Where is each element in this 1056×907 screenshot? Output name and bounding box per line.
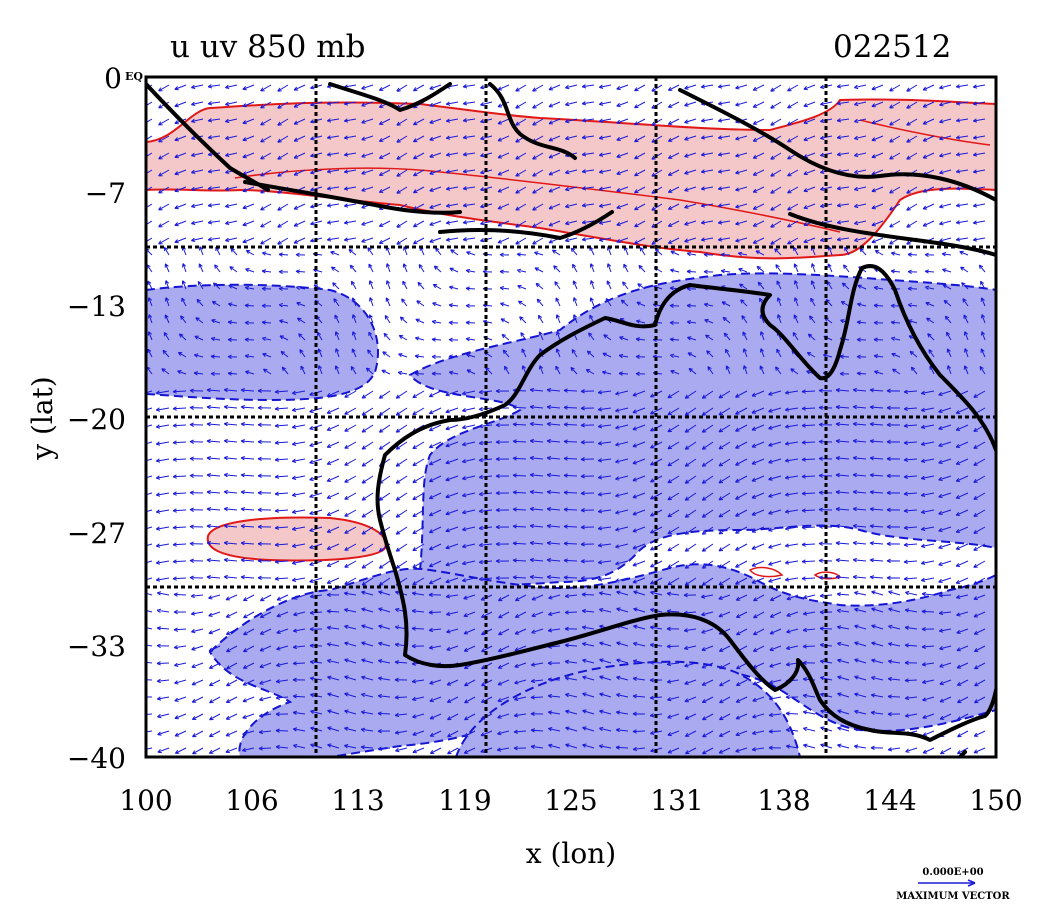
- x-tick-label: 150: [969, 784, 1022, 817]
- coastline-nusa-tenggara: [438, 210, 614, 240]
- x-tick-label: 119: [438, 784, 491, 817]
- y-tick-label: −40: [67, 742, 126, 775]
- negative-region-bight: [454, 660, 802, 757]
- date-label: 022512: [833, 29, 951, 65]
- coastline-sulawesi: [488, 82, 577, 160]
- coastlines: [146, 82, 996, 757]
- coastline-australia: [375, 264, 996, 742]
- y-tick-label: −27: [67, 517, 126, 550]
- y-axis-title: y (lat): [26, 376, 59, 460]
- y-tick-label: −20: [67, 403, 126, 436]
- x-tick-label: 125: [544, 784, 597, 817]
- plot-frame: [144, 75, 998, 759]
- coastline-java: [243, 180, 462, 215]
- graticule: [146, 77, 996, 757]
- x-tick-label: 113: [331, 784, 384, 817]
- x-tick-label: 138: [757, 784, 810, 817]
- x-axis-title: x (lon): [526, 837, 616, 870]
- negative-region-west: [146, 283, 379, 402]
- coastline-borneo: [328, 82, 452, 112]
- coastline-new-guinea-south: [788, 212, 996, 257]
- y-tick-label: −13: [67, 290, 126, 323]
- y-tick-label: −33: [67, 630, 126, 663]
- y-axis-ticks: −7 −13 −20 −27 −33 −40: [67, 177, 126, 775]
- x-tick-label: 144: [863, 784, 916, 817]
- x-tick-label: 106: [225, 784, 278, 817]
- x-tick-label: 131: [650, 784, 703, 817]
- x-axis-ticks: 100 106 113 119 125 131 138 144 150: [119, 784, 1022, 817]
- equator-tag: EQ: [125, 70, 143, 83]
- y-tick-label: −7: [85, 177, 126, 210]
- coastline-new-guinea: [678, 88, 996, 202]
- y-tick-origin: 0: [104, 62, 122, 95]
- x-tick-label: 100: [119, 784, 172, 817]
- vector-key-label: MAXIMUM VECTOR: [896, 891, 1010, 902]
- vector-key-magnitude: 0.000E+00: [922, 867, 983, 878]
- map-title: u uv 850 mb: [170, 29, 365, 65]
- positive-blob-west-australia: [206, 516, 387, 562]
- vector-key: 0.000E+00 MAXIMUM VECTOR: [896, 867, 1010, 902]
